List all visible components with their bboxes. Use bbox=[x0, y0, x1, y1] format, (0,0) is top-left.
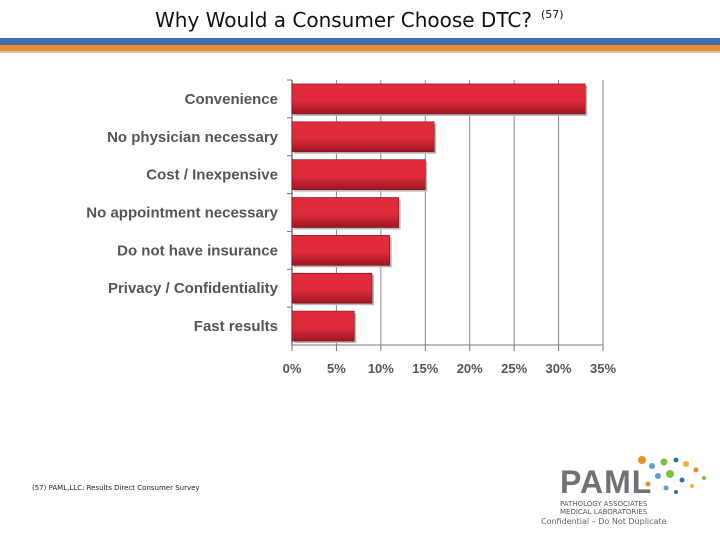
x-tick-label: 25% bbox=[501, 361, 527, 376]
bar bbox=[291, 121, 435, 153]
logo-dot bbox=[645, 481, 651, 487]
logo-dot bbox=[638, 456, 646, 464]
bar bbox=[291, 159, 426, 190]
x-tick-label: 30% bbox=[546, 361, 572, 376]
category-label: Convenience bbox=[185, 91, 278, 108]
x-tick-label: 35% bbox=[590, 361, 616, 376]
confidential-notice: Confidential – Do Not Duplicate bbox=[541, 517, 667, 526]
x-tick-label: 5% bbox=[327, 361, 346, 376]
header-band-shadow bbox=[0, 51, 720, 53]
logo-dot bbox=[660, 458, 668, 466]
x-tick-label: 10% bbox=[368, 361, 394, 376]
category-label: No physician necessary bbox=[107, 129, 279, 146]
bar bbox=[291, 235, 391, 266]
logo-dot bbox=[655, 473, 661, 479]
bar-chart: 0% 5% 10% 15% 20% 25% 30% 35% Convenience No phys… bbox=[86, 79, 616, 376]
logo-subtitle-1: PATHOLOGY ASSOCIATES bbox=[560, 500, 648, 508]
category-label: No appointment necessary bbox=[86, 205, 278, 222]
bar bbox=[291, 197, 399, 228]
logo-dot bbox=[702, 476, 706, 480]
logo-wordmark: PAML bbox=[560, 464, 653, 500]
header-band-orange bbox=[0, 45, 720, 51]
category-label: Cost / Inexpensive bbox=[146, 167, 278, 184]
x-tick-label: 0% bbox=[283, 361, 302, 376]
logo-dot bbox=[673, 457, 679, 463]
header-band-blue bbox=[0, 38, 720, 45]
logo-dot bbox=[674, 490, 678, 494]
footnote: (57) PAML,LLC: Results Direct Consumer S… bbox=[32, 484, 200, 492]
category-label: Do not have insurance bbox=[117, 242, 278, 259]
x-tick-label: 20% bbox=[457, 361, 483, 376]
logo-dots-icon bbox=[638, 456, 706, 494]
bar bbox=[291, 272, 373, 304]
logo-subtitle-2: MEDICAL LABORATORIES bbox=[560, 508, 648, 516]
bar bbox=[291, 83, 586, 115]
bar bbox=[291, 310, 355, 342]
logo-dot bbox=[666, 470, 674, 478]
x-tick-label: 15% bbox=[412, 361, 438, 376]
logo-dot bbox=[693, 467, 699, 473]
logo-dot bbox=[649, 463, 655, 469]
logo-dot bbox=[683, 461, 689, 467]
logo-dot bbox=[679, 477, 685, 483]
title-reference: (57) bbox=[541, 8, 564, 21]
category-label: Privacy / Confidentiality bbox=[108, 280, 279, 297]
logo-dot bbox=[690, 484, 694, 488]
title-text: Why Would a Consumer Choose DTC? bbox=[155, 8, 532, 32]
category-label: Fast results bbox=[194, 318, 278, 335]
paml-logo: PAML PATHOLOGY ASSOCIATES MEDICAL LABORA… bbox=[556, 456, 716, 518]
logo-dot bbox=[663, 485, 669, 491]
